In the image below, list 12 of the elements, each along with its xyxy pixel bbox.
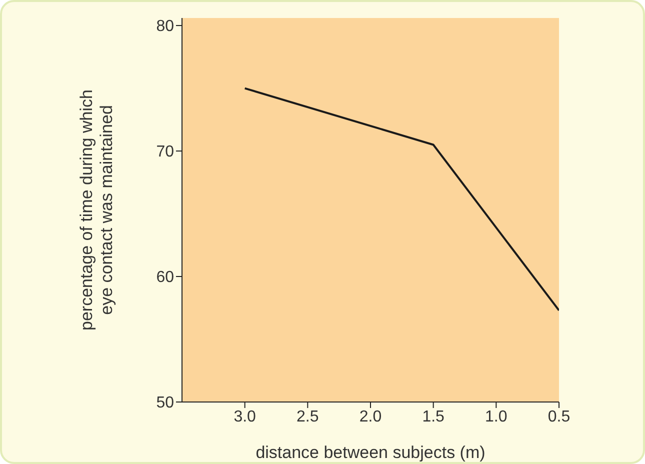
x-tick-label: 2.5 [296, 408, 319, 426]
x-tick-label: 3.0 [234, 408, 256, 426]
x-tick-label: 0.5 [548, 408, 570, 426]
x-tick-label: 1.0 [485, 408, 508, 426]
y-tick-label: 70 [156, 144, 174, 161]
y-tick-label: 60 [156, 269, 174, 286]
x-tick-label: 1.5 [422, 408, 445, 426]
y-tick-label: 50 [156, 394, 174, 412]
y-tick-label: 80 [156, 18, 174, 36]
x-axis-title: distance between subjects (m) [256, 443, 486, 462]
x-tick-label: 2.0 [359, 408, 382, 426]
y-axis-title: percentage of time during which eye contact was maintained [77, 90, 116, 330]
